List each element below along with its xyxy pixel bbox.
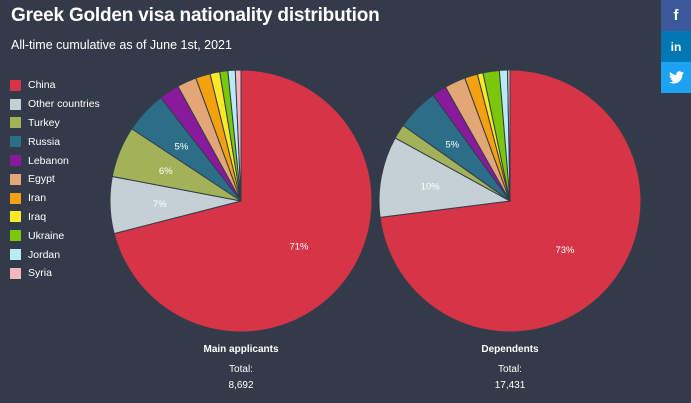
pie-slice-syria[interactable]: [234, 69, 242, 202]
legend: China Other countries Turkey Russia Leba…: [10, 76, 100, 283]
legend-label: Lebanon: [28, 154, 69, 167]
legend-item-china[interactable]: China: [10, 76, 100, 95]
legend-label: Russia: [28, 135, 61, 148]
total-value: 8,692: [228, 380, 253, 391]
total-value: 17,431: [495, 380, 526, 391]
legend-item-egypt[interactable]: Egypt: [10, 170, 100, 189]
data-label-other-countries: 7%: [153, 199, 167, 210]
pie-slice-other-countries[interactable]: [378, 137, 512, 218]
legend-swatch: [10, 98, 21, 110]
legend-item-iran[interactable]: Iran: [10, 189, 100, 208]
legend-swatch: [10, 192, 21, 204]
legend-label: China: [28, 79, 56, 92]
legend-swatch: [10, 155, 21, 167]
legend-item-russia[interactable]: Russia: [10, 132, 100, 151]
total-label: Total:: [229, 364, 253, 375]
pie-slice-china[interactable]: [113, 69, 373, 333]
data-label-russia: 5%: [445, 139, 459, 150]
legend-label: Jordan: [28, 248, 61, 261]
facebook-share-button[interactable]: f: [661, 0, 691, 31]
legend-swatch: [10, 211, 21, 223]
twitter-share-button[interactable]: [661, 62, 691, 93]
legend-swatch: [10, 249, 21, 261]
legend-item-turkey[interactable]: Turkey: [10, 114, 100, 133]
chart-caption: Main applicants: [203, 344, 278, 355]
legend-swatch: [10, 117, 21, 129]
legend-item-syria[interactable]: Syria: [10, 264, 100, 283]
data-label-russia: 5%: [175, 141, 189, 152]
legend-swatch: [10, 136, 21, 148]
legend-swatch: [10, 267, 21, 279]
legend-label: Iran: [28, 192, 47, 205]
legend-item-jordan[interactable]: Jordan: [10, 245, 100, 264]
pie-dependents: 73% 10% 5% Dependents Total: 17,431: [378, 69, 642, 391]
legend-swatch: [10, 79, 21, 91]
legend-item-ukraine[interactable]: Ukraine: [10, 226, 100, 245]
data-label-china: 73%: [555, 245, 575, 256]
legend-label: Syria: [28, 267, 52, 280]
legend-label: Iraq: [28, 210, 47, 223]
linkedin-share-button[interactable]: in: [661, 31, 691, 62]
legend-item-lebanon[interactable]: Lebanon: [10, 151, 100, 170]
pie-slice-syria[interactable]: [507, 69, 511, 202]
data-label-other-countries: 10%: [421, 181, 441, 192]
legend-label: Turkey: [28, 116, 60, 129]
chart-caption: Dependents: [481, 344, 539, 355]
total-label: Total:: [498, 364, 522, 375]
legend-label: Egypt: [28, 173, 55, 186]
chart-title: Greek Golden visa nationality distributi…: [11, 5, 380, 26]
twitter-icon: [668, 71, 684, 84]
data-label-turkey: 6%: [159, 166, 173, 177]
legend-item-other-countries[interactable]: Other countries: [10, 95, 100, 114]
legend-label: Ukraine: [28, 229, 65, 242]
legend-swatch: [10, 173, 21, 185]
legend-label: Other countries: [28, 98, 100, 111]
legend-swatch: [10, 230, 21, 242]
pie-main-applicants: 71% 7% 6% 5% Main applicants Total: 8,692: [109, 69, 373, 391]
data-label-china: 71%: [289, 242, 309, 253]
chart-subtitle: All-time cumulative as of June 1st, 2021: [11, 38, 232, 52]
legend-item-iraq[interactable]: Iraq: [10, 208, 100, 227]
